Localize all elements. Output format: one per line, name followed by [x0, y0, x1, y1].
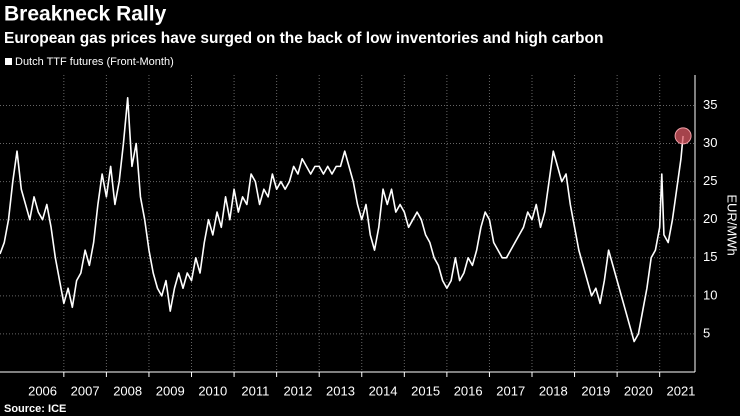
x-tick-label: 2012 — [283, 383, 312, 398]
x-tick-label: 2019 — [581, 383, 610, 398]
x-tick-label: 2013 — [326, 383, 355, 398]
legend-swatch — [5, 58, 12, 65]
last-point-highlight — [674, 127, 692, 145]
y-tick-label: 5 — [703, 325, 710, 340]
chart-subtitle: European gas prices have surged on the b… — [4, 30, 603, 47]
x-tick-label: 2006 — [28, 383, 57, 398]
y-tick-label: 25 — [703, 173, 717, 188]
legend-label: Dutch TTF futures (Front-Month) — [15, 56, 174, 68]
x-tick-label: 2016 — [454, 383, 483, 398]
x-tick-label: 2010 — [198, 383, 227, 398]
source: Source: ICE — [4, 403, 66, 415]
chart-title: Breakneck Rally — [4, 3, 167, 26]
x-tick-label: 2011 — [241, 383, 269, 398]
x-tick-label: 2008 — [113, 383, 142, 398]
y-axis-label: EUR/MWh — [725, 194, 740, 255]
x-tick-label: 2017 — [496, 383, 525, 398]
x-tick-label: 2020 — [624, 383, 653, 398]
y-tick-label: 20 — [703, 211, 717, 226]
y-tick-label: 30 — [703, 135, 717, 150]
y-tick-label: 15 — [703, 249, 717, 264]
x-tick-label: 2018 — [539, 383, 568, 398]
x-tick-label: 2021 — [666, 383, 695, 398]
x-tick-label: 2007 — [71, 383, 100, 398]
x-tick-label: 2015 — [411, 383, 440, 398]
x-tick-label: 2009 — [156, 383, 185, 398]
price-line — [0, 97, 684, 343]
y-tick-label: 35 — [703, 97, 717, 112]
x-tick-label: 2014 — [369, 383, 398, 398]
y-tick-label: 10 — [703, 287, 717, 302]
